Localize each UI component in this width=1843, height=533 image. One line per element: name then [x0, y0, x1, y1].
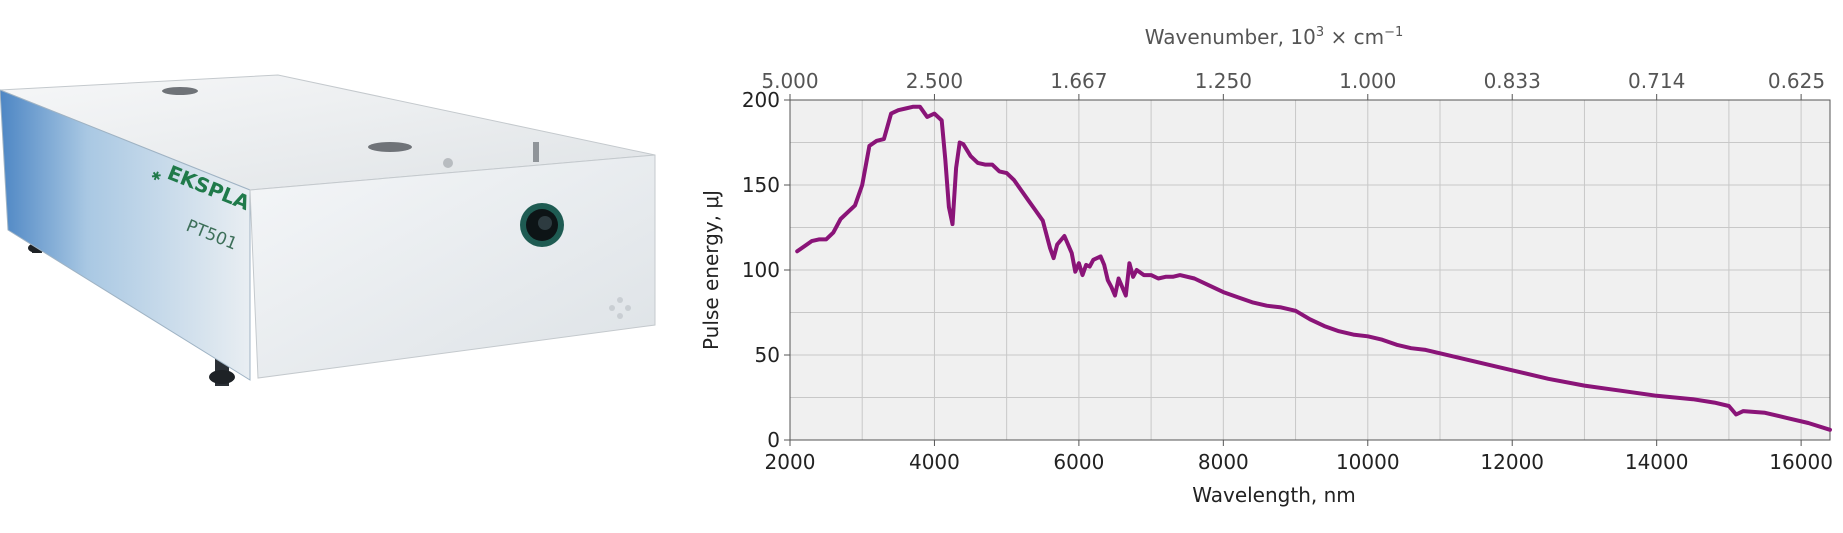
product-photo: ✱ EKSPLA PT501 [0, 74, 656, 386]
y-tick-label: 0 [767, 428, 780, 452]
top-tick-label: 0.625 [1768, 69, 1825, 93]
logo-mark-icon [609, 297, 631, 319]
indicator-icon [443, 158, 453, 168]
x-tick-label: 10000 [1336, 450, 1400, 474]
enclosure-front [249, 154, 656, 379]
connector-icon [533, 142, 539, 162]
x-tick-label: 4000 [909, 450, 960, 474]
top-tick-label: 5.000 [761, 69, 818, 93]
y-tick-label: 200 [742, 88, 780, 112]
top-port-icon [368, 142, 412, 152]
x-tick-label: 16000 [1769, 450, 1833, 474]
x-tick-label: 8000 [1198, 450, 1249, 474]
svg-text:✱: ✱ [149, 168, 164, 185]
y-axis: 0 50 100 150 200 [742, 88, 790, 452]
x-axis-title: Wavelength, nm [1192, 483, 1356, 507]
x-tick-label: 12000 [1480, 450, 1544, 474]
y-axis-title: Pulse energy, μJ [699, 190, 723, 350]
top-axis: 5.000 2.500 1.667 1.250 1.000 0.833 0.714 0.625 [761, 69, 1825, 100]
top-axis-title: Wavenumber, 103 × cm−1 [1145, 25, 1404, 49]
x-tick-label: 14000 [1625, 450, 1689, 474]
output-aperture-icon [520, 203, 564, 247]
top-tick-label: 1.667 [1050, 69, 1107, 93]
y-tick-label: 150 [742, 173, 780, 197]
series-line [795, 104, 1832, 432]
top-tick-label: 0.714 [1628, 69, 1685, 93]
y-tick-label: 50 [755, 343, 780, 367]
enclosure-side [0, 89, 251, 381]
top-tick-label: 1.000 [1339, 69, 1396, 93]
top-tick-label: 1.250 [1195, 69, 1252, 93]
top-tick-label: 2.500 [906, 69, 963, 93]
top-port-icon [162, 87, 198, 95]
pulse-energy-chart: 0 50 100 150 200 2000 4000 6000 8000 10000 12000 1… [699, 25, 1833, 507]
x-axis: 2000 4000 6000 8000 10000 12000 14000 16000 [765, 440, 1833, 474]
x-tick-label: 2000 [765, 450, 816, 474]
top-tick-label: 0.833 [1484, 69, 1541, 93]
x-tick-label: 6000 [1053, 450, 1104, 474]
y-tick-label: 100 [742, 258, 780, 282]
